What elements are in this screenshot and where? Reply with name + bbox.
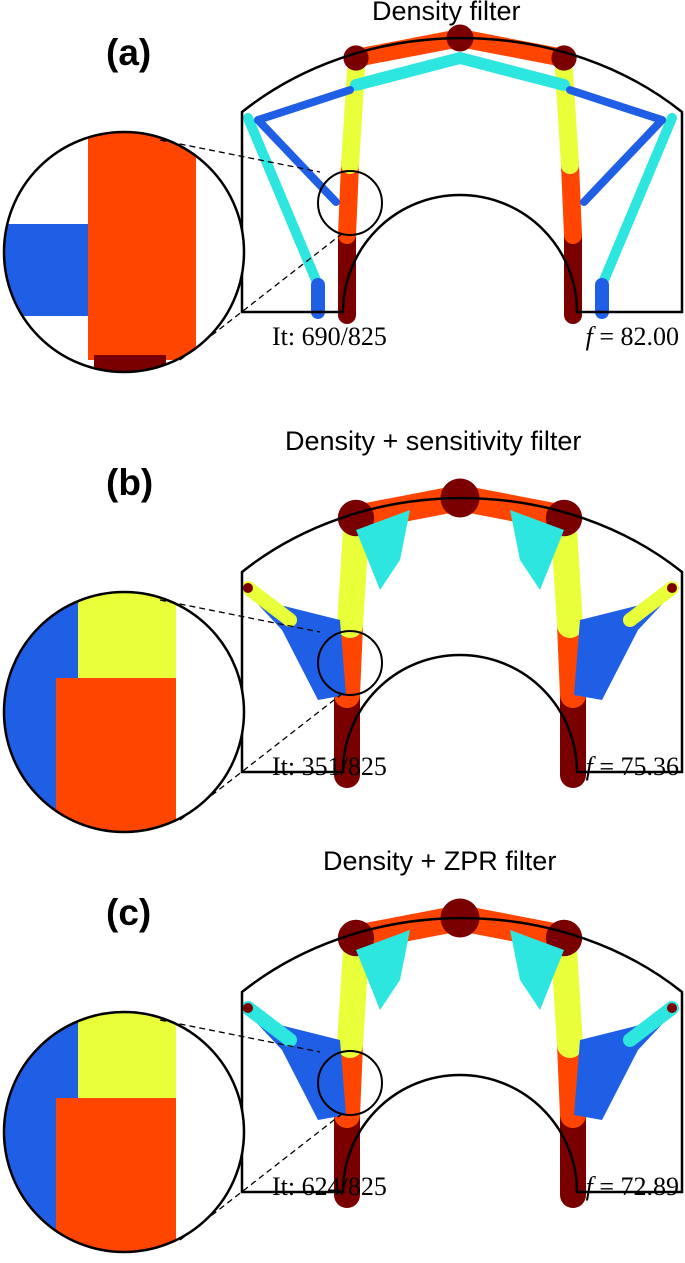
zoom-orange-strut (56, 1098, 176, 1252)
panel-b-title: Density + sensitivity filter (285, 426, 582, 456)
right-shoulder-web (510, 510, 564, 590)
right-bracket-web (574, 598, 668, 700)
right-leg-upper (551, 937, 583, 1058)
connector-top (159, 1019, 321, 1053)
domain-outline (240, 496, 684, 774)
right-brace (580, 116, 666, 206)
left-strut (241, 581, 297, 627)
right-support-node (667, 1003, 677, 1013)
right-diagonal (597, 113, 677, 290)
panel-b-arch-structure (240, 478, 684, 788)
f-value: = 72.89 (599, 1172, 679, 1201)
left-support-node (243, 1003, 253, 1013)
right-tie (566, 86, 666, 124)
right-shoulder-node (551, 45, 577, 71)
panel-b-zoom-inset (2, 590, 383, 834)
panel-c-iteration: It: 624/825 (272, 1172, 387, 1201)
panel-a-figure (2, 24, 684, 374)
zoom-base (94, 355, 166, 372)
panel-c-zoom-inset (2, 1010, 383, 1254)
zoom-content (4, 1012, 244, 1252)
domain-outline (240, 36, 684, 314)
panel-a: Density filter (a) It: 690/825 f = 82.00 (0, 0, 685, 420)
right-leg-lower (561, 156, 582, 244)
panel-c-objective: f = 72.89 (586, 1172, 679, 1202)
panel-b-objective: f = 75.36 (586, 752, 679, 782)
domain-outline (240, 916, 684, 1194)
panel-c-figure (2, 898, 684, 1254)
right-strut (623, 1001, 679, 1047)
zoom-content (4, 592, 244, 832)
connector-top (159, 599, 321, 633)
panel-c-arch-structure (240, 898, 684, 1208)
left-shoulder-node (343, 45, 369, 71)
right-bracket-web (574, 1018, 668, 1120)
connector-bottom (179, 692, 344, 821)
right-inner-spoke (454, 52, 570, 91)
left-support-node (243, 583, 253, 593)
panel-a-title: Density filter (372, 0, 521, 26)
panel-b-figure (2, 478, 684, 834)
left-leg-upper (337, 937, 369, 1058)
f-value: = 82.00 (599, 322, 679, 351)
zoom-content (4, 132, 244, 372)
zoom-blue-brace (4, 224, 91, 316)
zoom-yellow-strut (78, 1012, 176, 1100)
left-tie (254, 86, 354, 124)
left-shoulder-web (356, 510, 410, 590)
zoom-circle-border (2, 130, 246, 374)
right-leg-upper (551, 517, 583, 638)
left-inner-spoke (350, 52, 466, 91)
right-strut (623, 581, 679, 627)
panel-c-label: (c) (106, 892, 152, 933)
panel-c: Density + ZPR filter (c) It: 624/825 f =… (0, 840, 685, 1260)
connector-top (159, 139, 321, 173)
right-shoulder-web (510, 930, 564, 1010)
left-diagonal (243, 113, 323, 290)
left-top-member (347, 29, 469, 67)
magnifier-circle (317, 170, 383, 236)
right-support-node (667, 583, 677, 593)
panel-a-label: (a) (106, 32, 152, 73)
left-brace (254, 116, 340, 206)
zoom-circle-border (2, 590, 246, 834)
magnifier-circle (317, 1050, 383, 1116)
panel-a-zoom-inset (2, 130, 383, 374)
zoom-yellow-strut (78, 592, 176, 680)
zoom-circle-border (2, 1010, 246, 1254)
panel-c-title: Density + ZPR filter (323, 846, 557, 876)
zoom-orange-strut (56, 678, 176, 832)
panel-a-iteration: It: 690/825 (272, 322, 387, 351)
magnifier-circle (317, 630, 383, 696)
connector-bottom (179, 232, 344, 361)
left-leg-upper (337, 517, 369, 638)
f-symbol: f (585, 322, 593, 351)
panel-b-iteration: It: 351/825 (272, 752, 387, 781)
panel-b-label: (b) (106, 462, 154, 503)
zoom-strut (88, 132, 196, 360)
left-bracket-web (252, 598, 346, 700)
left-bracket-web (252, 1018, 346, 1120)
right-top-member (451, 29, 573, 67)
f-symbol: f (585, 752, 593, 781)
panel-b: Density + sensitivity filter (b) It: 351… (0, 420, 685, 840)
connector-bottom (179, 1112, 344, 1241)
left-leg-lower (338, 156, 359, 244)
panel-a-arch-structure (240, 24, 684, 324)
f-value: = 75.36 (599, 752, 679, 781)
panel-a-objective: f = 82.00 (586, 322, 679, 352)
left-shoulder-web (356, 930, 410, 1010)
f-symbol: f (585, 1172, 593, 1201)
left-strut (241, 1001, 297, 1047)
